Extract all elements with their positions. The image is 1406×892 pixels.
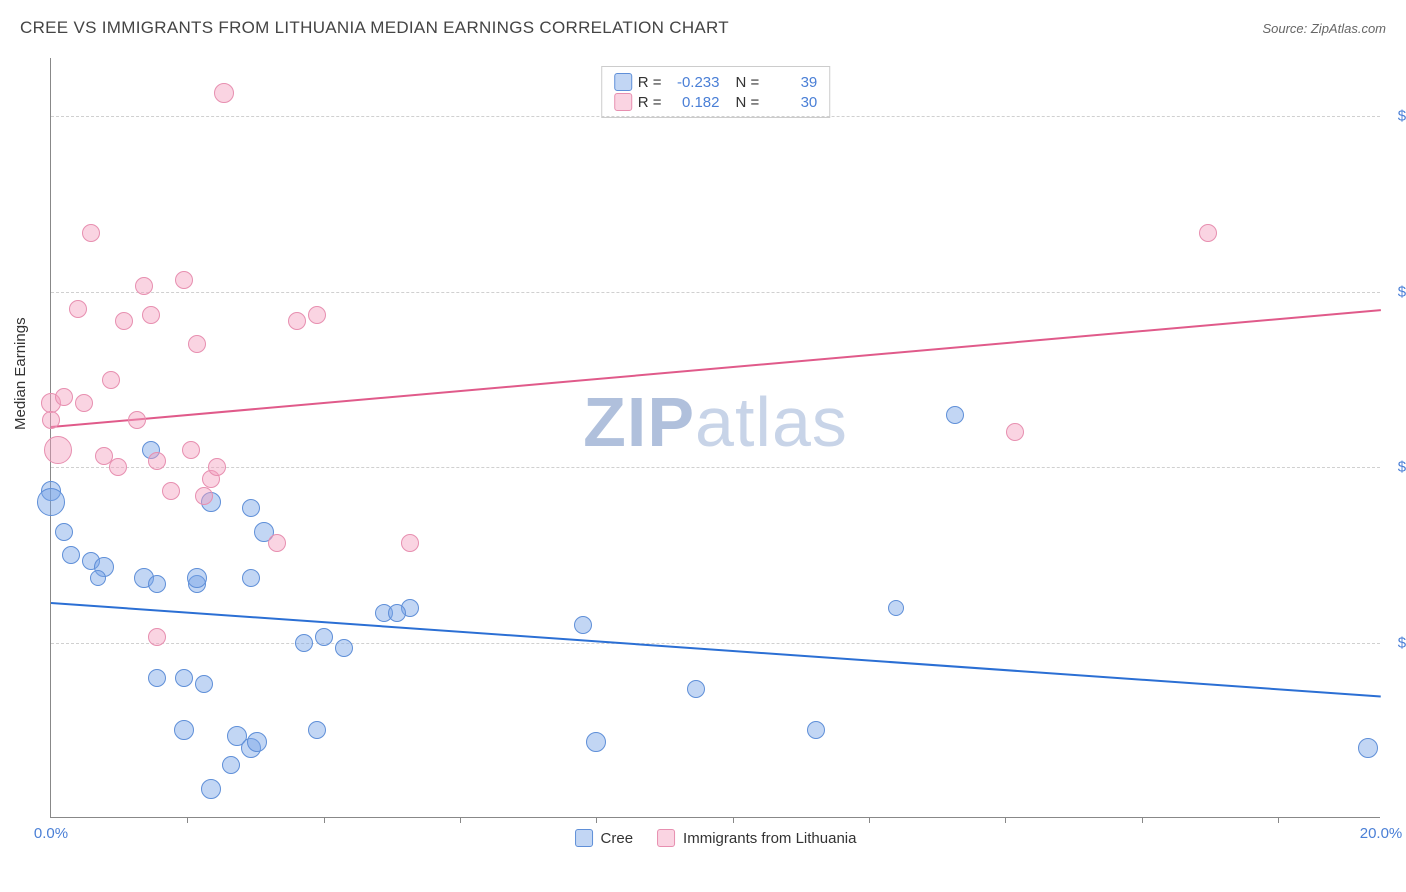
legend-swatch-blue bbox=[614, 73, 632, 91]
x-minor-tick bbox=[324, 817, 325, 823]
scatter-point bbox=[195, 487, 213, 505]
scatter-point bbox=[175, 669, 193, 687]
scatter-point bbox=[55, 388, 73, 406]
scatter-point bbox=[308, 306, 326, 324]
scatter-point bbox=[946, 406, 964, 424]
scatter-point bbox=[242, 499, 260, 517]
chart-title: CREE VS IMMIGRANTS FROM LITHUANIA MEDIAN… bbox=[20, 18, 729, 38]
scatter-point bbox=[201, 779, 221, 799]
y-tick-label: $65,000 bbox=[1387, 283, 1406, 300]
watermark: ZIPatlas bbox=[583, 382, 848, 462]
legend-item-lithuania: Immigrants from Lithuania bbox=[657, 829, 856, 847]
gridline-h bbox=[51, 467, 1380, 468]
scatter-point bbox=[82, 224, 100, 242]
scatter-point bbox=[175, 271, 193, 289]
scatter-point bbox=[574, 616, 592, 634]
scatter-point bbox=[162, 482, 180, 500]
scatter-point bbox=[208, 458, 226, 476]
scatter-point bbox=[586, 732, 606, 752]
scatter-point bbox=[308, 721, 326, 739]
x-minor-tick bbox=[460, 817, 461, 823]
x-minor-tick bbox=[869, 817, 870, 823]
legend-row-series1: R = -0.233 N = 39 bbox=[614, 73, 818, 91]
series-legend: Cree Immigrants from Lithuania bbox=[575, 829, 857, 847]
legend-item-cree: Cree bbox=[575, 829, 634, 847]
x-minor-tick bbox=[1005, 817, 1006, 823]
legend-row-series2: R = 0.182 N = 30 bbox=[614, 93, 818, 111]
scatter-point bbox=[148, 575, 166, 593]
legend-swatch-pink bbox=[657, 829, 675, 847]
correlation-legend: R = -0.233 N = 39 R = 0.182 N = 30 bbox=[601, 66, 831, 118]
scatter-point bbox=[288, 312, 306, 330]
scatter-point bbox=[888, 600, 904, 616]
legend-swatch-blue bbox=[575, 829, 593, 847]
scatter-point bbox=[75, 394, 93, 412]
scatter-point bbox=[148, 628, 166, 646]
scatter-point bbox=[242, 569, 260, 587]
scatter-point bbox=[335, 639, 353, 657]
x-minor-tick bbox=[733, 817, 734, 823]
scatter-point bbox=[214, 83, 234, 103]
x-tick-label: 20.0% bbox=[1360, 825, 1403, 842]
scatter-point bbox=[268, 534, 286, 552]
scatter-point bbox=[1006, 423, 1024, 441]
gridline-h bbox=[51, 643, 1380, 644]
scatter-point bbox=[807, 721, 825, 739]
gridline-h bbox=[51, 292, 1380, 293]
scatter-point bbox=[401, 534, 419, 552]
scatter-point bbox=[687, 680, 705, 698]
scatter-point bbox=[37, 488, 65, 516]
trend-line bbox=[51, 602, 1381, 698]
y-tick-label: $35,000 bbox=[1387, 634, 1406, 651]
x-minor-tick bbox=[1142, 817, 1143, 823]
scatter-point bbox=[188, 335, 206, 353]
scatter-point bbox=[295, 634, 313, 652]
scatter-point bbox=[315, 628, 333, 646]
x-minor-tick bbox=[1278, 817, 1279, 823]
scatter-point bbox=[148, 452, 166, 470]
scatter-point bbox=[90, 570, 106, 586]
scatter-point bbox=[115, 312, 133, 330]
scatter-point bbox=[1199, 224, 1217, 242]
scatter-point bbox=[174, 720, 194, 740]
scatter-point bbox=[142, 306, 160, 324]
y-tick-label: $50,000 bbox=[1387, 459, 1406, 476]
scatter-point bbox=[195, 675, 213, 693]
chart-plot-area: ZIPatlas R = -0.233 N = 39 R = 0.182 N =… bbox=[50, 58, 1380, 818]
scatter-point bbox=[62, 546, 80, 564]
scatter-point bbox=[1358, 738, 1378, 758]
scatter-point bbox=[222, 756, 240, 774]
scatter-point bbox=[55, 523, 73, 541]
scatter-point bbox=[44, 436, 72, 464]
scatter-point bbox=[135, 277, 153, 295]
source-label: Source: ZipAtlas.com bbox=[1262, 21, 1386, 36]
scatter-point bbox=[109, 458, 127, 476]
scatter-point bbox=[182, 441, 200, 459]
trend-line bbox=[51, 309, 1381, 428]
scatter-point bbox=[388, 604, 406, 622]
x-minor-tick bbox=[187, 817, 188, 823]
x-tick-label: 0.0% bbox=[34, 825, 68, 842]
legend-swatch-pink bbox=[614, 93, 632, 111]
scatter-point bbox=[102, 371, 120, 389]
scatter-point bbox=[69, 300, 87, 318]
scatter-point bbox=[42, 411, 60, 429]
y-axis-label: Median Earnings bbox=[12, 317, 29, 430]
scatter-point bbox=[148, 669, 166, 687]
scatter-point bbox=[247, 732, 267, 752]
scatter-point bbox=[128, 411, 146, 429]
x-minor-tick bbox=[596, 817, 597, 823]
y-tick-label: $80,000 bbox=[1387, 108, 1406, 125]
gridline-h bbox=[51, 116, 1380, 117]
scatter-point bbox=[187, 568, 207, 588]
